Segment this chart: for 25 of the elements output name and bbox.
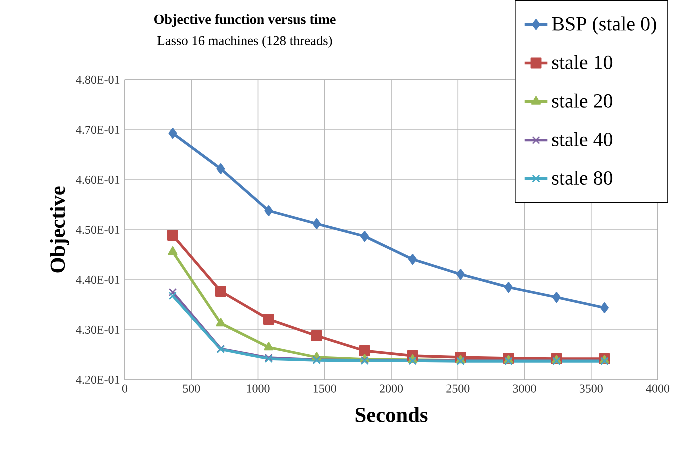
- x-tick-label: 2500: [446, 384, 470, 393]
- legend-label: stale 80: [552, 170, 613, 186]
- legend-label: stale 10: [552, 55, 613, 70]
- y-axis-title: Objective: [50, 186, 70, 273]
- legend-label: BSP (stale 0): [552, 16, 656, 35]
- y-tick-label: 4.30E-01: [76, 326, 120, 334]
- legend-label: stale 20: [552, 94, 613, 108]
- y-tick-label: 4.20E-01: [76, 376, 120, 384]
- y-tick-label: 4.70E-01: [76, 126, 120, 134]
- legend-label: stale 40: [552, 132, 613, 146]
- y-tick-label: 4.60E-01: [76, 176, 120, 184]
- x-tick-label: 2000: [380, 384, 404, 393]
- y-tick-label: 4.80E-01: [76, 76, 120, 84]
- x-tick-label: 1500: [314, 384, 336, 393]
- x-tick-label: 500: [183, 384, 200, 393]
- x-tick-label: 1000: [247, 384, 270, 393]
- x-tick-label: 0: [122, 384, 128, 393]
- x-tick-label: 4000: [646, 384, 670, 393]
- x-axis-title: Seconds: [356, 407, 428, 422]
- x-tick-label: 3500: [580, 384, 603, 393]
- y-tick-label: 4.40E-01: [76, 276, 120, 284]
- chart-title: Objective function versus time: [154, 14, 336, 28]
- chart-subtitle: Lasso 16 machines (128 threads): [158, 36, 332, 48]
- x-tick-label: 3000: [513, 384, 536, 393]
- y-tick-label: 4.50E-01: [76, 226, 120, 234]
